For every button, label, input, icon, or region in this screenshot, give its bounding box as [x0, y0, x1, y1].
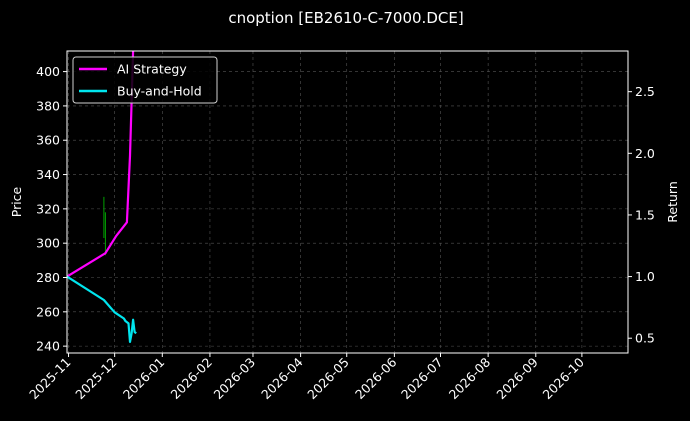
y-left-tick-label: 260 — [36, 304, 60, 319]
y-right-tick-label: 2.5 — [635, 84, 655, 99]
y-right-tick-label: 1.0 — [635, 269, 655, 284]
y-axis-left-label: Price — [9, 186, 24, 217]
y-left-tick-label: 380 — [36, 98, 60, 113]
legend: AI Strategy Buy-and-Hold — [72, 56, 218, 104]
legend-box — [72, 56, 218, 104]
legend-label-buy-and-hold: Buy-and-Hold — [117, 84, 202, 99]
y-left-tick-label: 320 — [36, 201, 60, 216]
y-left-tick-label: 340 — [36, 167, 60, 182]
y-left-tick-label: 360 — [36, 133, 60, 148]
series-line-ai-strategy — [67, 51, 135, 278]
y-axis-right-label: Return — [665, 181, 680, 222]
series-lines — [67, 51, 137, 343]
y-left-tick-label: 400 — [36, 64, 60, 79]
y-right-tick-label: 1.5 — [635, 207, 655, 222]
plot-frame — [66, 50, 629, 354]
candles — [103, 196, 106, 256]
legend-label-ai-strategy: AI Strategy — [117, 62, 187, 77]
y-right-tick-label: 0.5 — [635, 331, 655, 346]
y-left-tick-label: 280 — [36, 270, 60, 285]
series-line-buy-and-hold — [67, 275, 137, 343]
chart-title: cnoption [EB2610-C-7000.DCE] — [228, 9, 463, 27]
y-right-tick-label: 2.0 — [635, 146, 655, 161]
y-left-tick-label: 300 — [36, 236, 60, 251]
y-left-tick-label: 240 — [36, 339, 60, 354]
